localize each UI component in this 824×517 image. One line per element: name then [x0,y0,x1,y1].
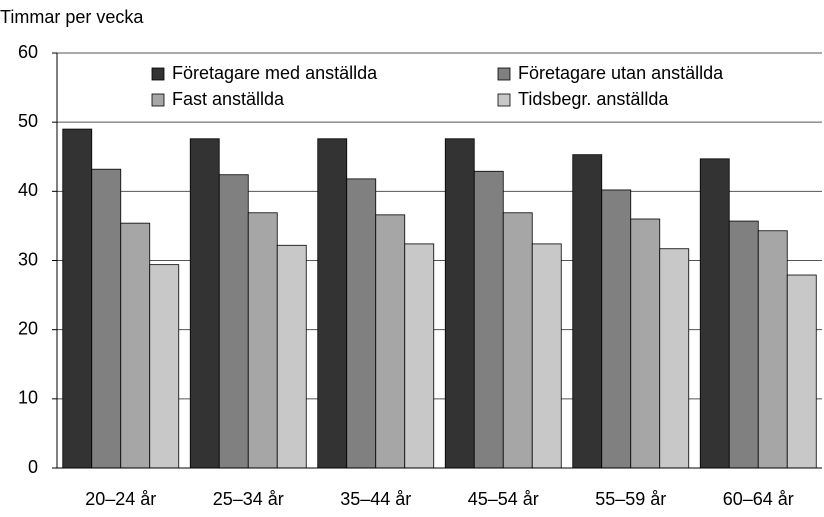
bar [757,230,788,469]
bar [375,214,406,469]
legend-label: Fast anställda [172,89,285,109]
bar [473,170,504,469]
bar [659,248,690,469]
x-tick-label: 45–54 år [468,489,539,509]
bar [728,220,759,469]
bar [630,218,661,469]
y-tick-label: 50 [18,111,38,131]
legend-swatch [497,67,511,81]
bar [91,168,122,469]
bar [317,138,348,469]
legend-label: Företagare med anställda [172,63,378,83]
legend-label: Tidsbegr. anställda [518,89,669,109]
bar [502,212,533,469]
bar [572,154,603,469]
bar [699,158,730,469]
bar [444,138,475,469]
y-tick-label: 60 [18,42,38,62]
bar [346,178,377,469]
legend-swatch [497,93,511,107]
bar [531,243,562,469]
legend-label: Företagare utan anställda [518,63,724,83]
bar [276,244,307,469]
bar [601,189,632,469]
bar [120,222,151,469]
bar [189,138,220,469]
bar [404,243,435,469]
y-tick-label: 30 [18,249,38,269]
legend-swatch [151,67,165,81]
legend-swatch [151,93,165,107]
x-tick-label: 20–24 år [85,489,156,509]
x-tick-label: 25–34 år [213,489,284,509]
bar [786,274,817,469]
bar [149,264,180,469]
y-tick-label: 0 [28,457,38,477]
bar [218,174,249,469]
y-tick-label: 10 [18,388,38,408]
bar [247,212,278,469]
x-tick-label: 35–44 år [340,489,411,509]
x-tick-label: 55–59 år [595,489,666,509]
y-axis-title: Timmar per vecka [0,7,144,27]
y-tick-label: 40 [18,180,38,200]
x-tick-label: 60–64 år [723,489,794,509]
y-tick-label: 20 [18,318,38,338]
bar [62,128,93,469]
